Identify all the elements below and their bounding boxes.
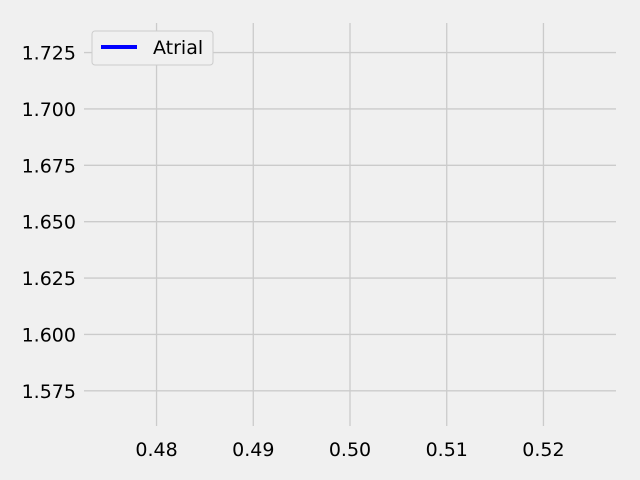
y-tick-label: 1.600 xyxy=(22,324,76,346)
x-tick-labels: 0.48 0.49 0.50 0.51 0.52 xyxy=(135,439,564,461)
y-tick-labels: 1.575 1.600 1.625 1.650 1.675 1.700 1.725 xyxy=(22,43,76,403)
y-tick-label: 1.675 xyxy=(22,155,76,177)
y-tick-label: 1.700 xyxy=(22,99,76,121)
legend: Atrial xyxy=(91,30,214,66)
y-gridlines xyxy=(84,51,616,392)
legend-label-atrial: Atrial xyxy=(153,37,203,59)
x-tick-label: 0.48 xyxy=(135,439,177,461)
x-tick-label: 0.52 xyxy=(522,439,564,461)
x-tick-label: 0.50 xyxy=(329,439,371,461)
y-tick-label: 1.725 xyxy=(22,43,76,65)
legend-frame xyxy=(91,30,214,66)
y-tick-label: 1.650 xyxy=(22,212,76,234)
x-tick-label: 0.51 xyxy=(426,439,468,461)
x-gridlines xyxy=(155,23,545,426)
y-tick-label: 1.625 xyxy=(22,268,76,290)
y-tick-label: 1.575 xyxy=(22,381,76,403)
x-tick-label: 0.49 xyxy=(232,439,274,461)
